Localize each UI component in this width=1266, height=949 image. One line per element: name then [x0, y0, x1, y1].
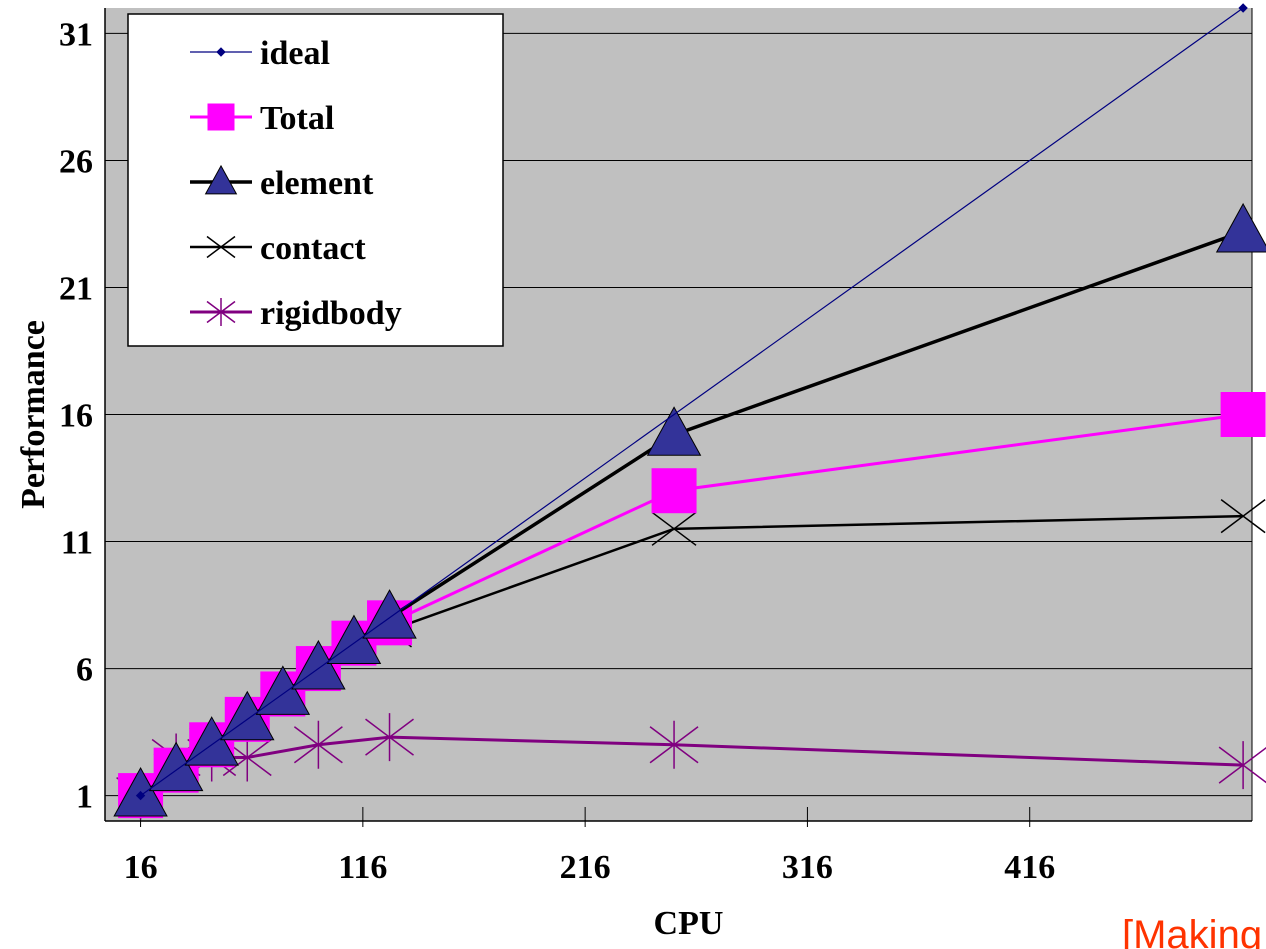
y-tick-label: 26	[59, 143, 93, 180]
data-point-ideal	[135, 790, 146, 801]
legend-item-contact: contact	[190, 230, 366, 267]
y-tick-label: 11	[61, 525, 93, 562]
data-point-rigidbody	[1218, 741, 1266, 790]
x-axis-label: CPU	[654, 905, 724, 942]
legend: ideal Total element contact rigidbody	[127, 13, 504, 347]
data-point-ideal	[1238, 3, 1248, 13]
y-tick-label: 1	[76, 779, 93, 816]
x-tick-label: 216	[560, 849, 611, 886]
data-point-contact	[651, 511, 697, 546]
y-tick-label: 21	[59, 270, 93, 307]
legend-item-element: element	[190, 164, 374, 202]
y-tick-label: 31	[59, 16, 93, 53]
citation-note: [Making	[1122, 913, 1262, 949]
y-axis-label: Performance	[15, 320, 52, 509]
x-tick-label: 116	[338, 849, 387, 886]
legend-marker-ideal	[216, 47, 226, 57]
y-tick-label: 16	[59, 398, 93, 435]
data-point-element	[326, 614, 382, 665]
data-point-element	[148, 741, 204, 792]
legend-marker-contact	[206, 235, 236, 259]
data-point-element	[646, 406, 702, 456]
data-point-total	[1220, 392, 1266, 437]
series-line-ideal	[140, 7, 1244, 797]
data-point-element	[220, 690, 275, 741]
x-tick-label: 416	[1004, 849, 1055, 886]
x-tick-label: 16	[124, 849, 158, 886]
legend-label-rigidbody: rigidbody	[260, 295, 402, 332]
data-point-element	[255, 665, 311, 715]
series-ideal	[135, 3, 1248, 801]
data-point-rigidbody	[649, 720, 699, 769]
data-point-rigidbody	[293, 720, 343, 769]
series-layer	[113, 3, 1266, 820]
legend-marker-total	[207, 103, 235, 131]
legend-item-ideal: ideal	[190, 35, 330, 72]
data-point-rigidbody	[365, 713, 414, 762]
y-tick-label: 6	[76, 652, 93, 689]
data-point-contact	[1220, 499, 1266, 534]
data-point-element	[291, 639, 346, 690]
legend-label-contact: contact	[260, 230, 366, 267]
x-tick-labels: 16 116 216 316 416	[124, 849, 1056, 886]
data-point-element	[184, 716, 239, 766]
x-tick-label: 316	[782, 849, 833, 886]
data-point-element	[1215, 202, 1266, 253]
data-point-total	[651, 468, 697, 514]
legend-box	[127, 13, 504, 347]
data-point-element	[362, 589, 417, 639]
legend-marker-rigidbody	[206, 298, 236, 326]
legend-item-total: Total	[190, 100, 334, 137]
legend-label-element: element	[260, 165, 374, 202]
legend-item-rigidbody: rigidbody	[190, 295, 402, 332]
legend-label-ideal: ideal	[260, 35, 330, 72]
legend-label-total: Total	[260, 100, 334, 137]
legend-marker-element	[204, 164, 238, 195]
